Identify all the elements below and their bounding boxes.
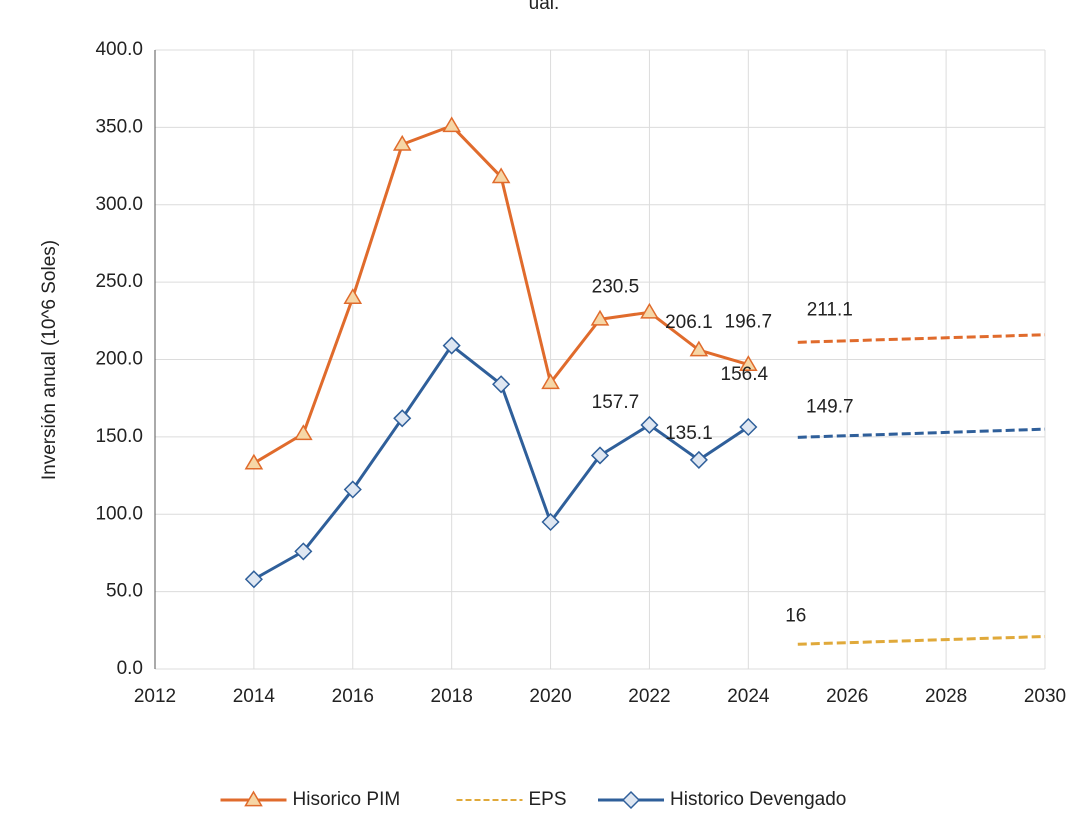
diamond-marker <box>343 480 362 499</box>
x-tick-label: 2018 <box>431 686 473 707</box>
y-tick-label: 150.0 <box>95 426 143 447</box>
triangle-marker <box>442 116 461 133</box>
triangle-marker <box>244 453 264 470</box>
chart-title: ual. <box>529 0 560 14</box>
data-label: 16 <box>785 605 806 626</box>
x-tick-label: 2024 <box>727 686 770 707</box>
y-tick-label: 300.0 <box>95 194 143 215</box>
triangle-marker <box>294 424 313 441</box>
triangle-marker <box>343 288 363 304</box>
y-tick-label: 200.0 <box>95 349 143 370</box>
series-line <box>797 333 1046 344</box>
diamond-marker <box>640 415 659 435</box>
x-tick-label: 2014 <box>233 686 276 707</box>
series-line <box>797 635 1046 646</box>
y-tick-label: 100.0 <box>95 503 143 524</box>
triangle-marker <box>392 134 412 151</box>
data-label: 149.7 <box>806 396 854 417</box>
diamond-marker <box>541 512 560 532</box>
legend-label: EPS <box>529 789 567 810</box>
diamond-marker <box>294 542 313 561</box>
y-axis-label: Inversión anual (10^6 Soles) <box>39 240 60 480</box>
triangle-marker <box>244 790 263 807</box>
data-label: 157.7 <box>592 392 640 413</box>
legend-label: Historico Devengado <box>670 789 846 810</box>
diamond-marker <box>689 450 708 469</box>
y-tick-label: 400.0 <box>95 39 143 60</box>
diamond-marker <box>393 409 412 428</box>
x-tick-label: 2022 <box>628 686 670 707</box>
diamond-marker <box>739 417 758 437</box>
x-tick-label: 2012 <box>134 686 176 707</box>
diamond-marker <box>244 570 263 589</box>
y-tick-label: 250.0 <box>95 271 143 292</box>
triangle-marker <box>640 302 659 319</box>
triangle-marker <box>541 373 560 390</box>
x-tick-label: 2016 <box>332 686 374 707</box>
x-tick-label: 2020 <box>529 686 571 707</box>
diamond-marker <box>442 336 461 355</box>
data-label: 230.5 <box>592 276 640 297</box>
x-tick-label: 2026 <box>826 686 868 707</box>
triangle-marker <box>689 340 709 357</box>
data-label: 206.1 <box>665 312 713 333</box>
triangle-marker <box>739 355 758 371</box>
y-tick-label: 350.0 <box>95 116 143 137</box>
triangle-marker <box>491 167 511 184</box>
legend-label: Hisorico PIM <box>293 789 401 810</box>
series-line <box>797 427 1046 439</box>
y-tick-label: 0.0 <box>117 658 143 679</box>
data-label: 196.7 <box>725 312 773 333</box>
data-label: 156.4 <box>721 364 769 385</box>
y-tick-label: 50.0 <box>106 581 143 602</box>
data-label: 211.1 <box>807 299 853 320</box>
x-tick-label: 2030 <box>1024 686 1066 707</box>
triangle-marker <box>590 309 610 326</box>
diamond-marker <box>590 446 610 465</box>
data-label: 135.1 <box>665 423 713 444</box>
x-tick-label: 2028 <box>925 686 967 707</box>
diamond-marker <box>621 790 641 810</box>
diamond-marker <box>492 375 511 394</box>
